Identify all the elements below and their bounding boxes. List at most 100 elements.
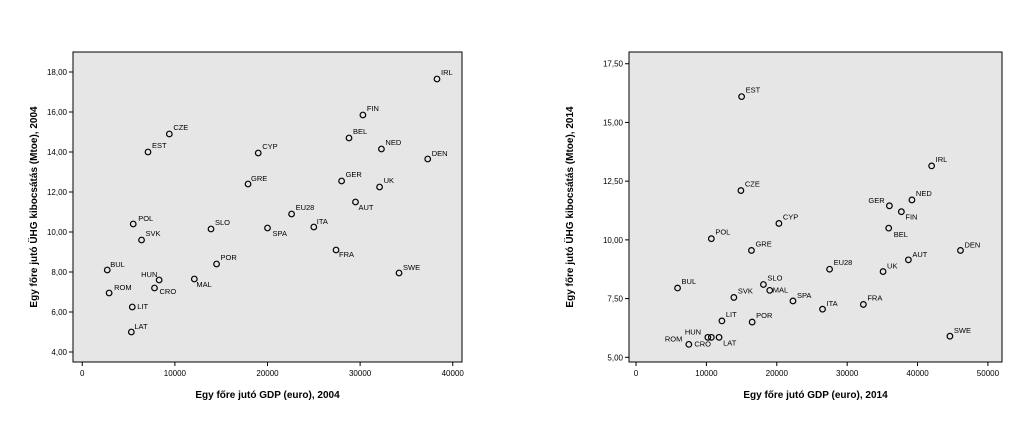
point-label-eu28: EU28 — [296, 203, 315, 212]
data-point-spa — [264, 224, 271, 232]
point-label-mal: MAL — [196, 280, 211, 289]
data-point-mal — [766, 286, 774, 294]
y-tick-label: 10,00 — [47, 228, 68, 237]
y-tick-label: 10,00 — [603, 236, 624, 245]
data-point-bel — [345, 134, 353, 142]
point-label-cro: CRO — [160, 287, 177, 296]
point-label-irl: IRL — [936, 155, 948, 164]
point-label-hun: HUN — [141, 270, 157, 279]
data-point-ita — [819, 305, 826, 313]
point-label-rom: ROM — [114, 283, 132, 292]
point-label-por: POR — [221, 253, 238, 262]
scatter-chart-2004: 0 10000 20000 30000 40000 4,00 6,00 8,00 10,00 12… — [27, 51, 465, 401]
point-label-bel: BEL — [353, 127, 367, 136]
data-point-slo — [760, 281, 767, 288]
y-tick-label: 15,00 — [603, 118, 624, 127]
x-tick-label: 50000 — [977, 369, 1000, 378]
data-point-por — [748, 318, 756, 326]
point-label-den: DEN — [432, 149, 448, 158]
point-label-uk: UK — [384, 176, 394, 185]
data-point-ita — [310, 223, 318, 231]
x-tick-label: 30000 — [349, 369, 372, 378]
point-label-lit: LIT — [137, 302, 148, 311]
point-label-slo: SLO — [767, 274, 782, 283]
point-label-bul: BUL — [110, 260, 125, 269]
data-point-gre — [748, 247, 755, 254]
data-point-cro — [707, 333, 715, 341]
data-point-rom — [685, 340, 693, 348]
point-label-lit: LIT — [726, 310, 737, 319]
point-label-slo: SLO — [215, 218, 230, 227]
y-axis-title: Egy főre jutó ÜHG kibocsátás (Mtoe), 201… — [563, 106, 576, 308]
plot-area — [72, 51, 463, 363]
point-label-aut: AUT — [358, 203, 373, 212]
data-point-bel — [885, 224, 893, 232]
data-point-fra — [859, 301, 867, 308]
data-point-lit — [718, 317, 726, 325]
data-point-aut — [904, 256, 912, 264]
point-label-ger: GER — [868, 196, 885, 205]
point-label-ita: ITA — [317, 217, 328, 226]
data-point-lit — [128, 303, 136, 311]
data-point-est — [144, 148, 152, 156]
x-tick-label: 10000 — [695, 369, 718, 378]
y-tick-label: 4,00 — [51, 348, 67, 357]
plot-area — [628, 51, 1003, 363]
data-point-lat — [127, 328, 135, 336]
point-label-cze: CZE — [745, 180, 760, 189]
data-point-irl — [928, 162, 936, 170]
data-point-swe — [946, 332, 954, 340]
data-point-pol — [707, 235, 715, 243]
y-tick-label: 14,00 — [47, 148, 68, 157]
point-label-bul: BUL — [682, 277, 697, 286]
data-point-svk — [730, 294, 738, 301]
point-label-spa: SPA — [273, 229, 287, 238]
point-label-svk: SVK — [146, 229, 161, 238]
point-label-lat: LAT — [134, 322, 148, 331]
scatter-chart-2014: 0 10000 20000 30000 40000 50000 5,00 7,50 10,00 1… — [563, 51, 1003, 401]
y-tick-label: 12,00 — [47, 188, 68, 197]
y-tick-label: 7,50 — [607, 295, 623, 304]
point-label-pol: POL — [138, 214, 153, 223]
point-label-eu28: EU28 — [834, 258, 853, 267]
point-label-spa: SPA — [797, 291, 811, 300]
data-point-est — [738, 93, 746, 101]
data-point-uk — [376, 183, 383, 191]
data-point-ger — [338, 177, 345, 185]
y-tick-label: 18,00 — [47, 68, 68, 77]
y-axis-title: Egy főre jutó ÜHG kibocsátás (Mtoe), 200… — [27, 106, 40, 308]
point-label-rom: ROM — [665, 334, 683, 343]
data-point-rom — [105, 289, 113, 297]
data-point-bul — [103, 266, 111, 274]
data-point-ned — [378, 145, 385, 153]
x-axis-title: Egy főre jutó GDP (euro), 2004 — [195, 390, 340, 401]
data-point-cro — [151, 284, 158, 292]
data-point-fin — [359, 111, 367, 119]
data-point-den — [424, 155, 432, 163]
data-point-por — [213, 260, 220, 268]
x-tick-label: 40000 — [442, 369, 465, 378]
x-tick-label: 20000 — [256, 369, 279, 378]
data-point-slo — [207, 225, 215, 233]
point-label-lat: LAT — [723, 338, 737, 347]
point-label-uk: UK — [887, 262, 897, 271]
point-label-fra: FRA — [867, 293, 882, 302]
point-label-bel: BEL — [894, 230, 908, 239]
point-label-svk: SVK — [738, 286, 753, 295]
data-point-lat — [715, 333, 723, 341]
data-point-swe — [395, 269, 403, 277]
data-point-cze — [737, 187, 745, 194]
chart-2014: 0 10000 20000 30000 40000 50000 5,00 7,50 10,00 1… — [520, 0, 1020, 428]
data-point-cyp — [254, 149, 262, 157]
y-tick-label: 5,00 — [607, 353, 623, 362]
x-tick-label: 30000 — [836, 369, 859, 378]
x-tick-label: 20000 — [766, 369, 789, 378]
data-point-svk — [138, 236, 145, 244]
x-tick-label: 0 — [634, 369, 639, 378]
y-tick-label: 8,00 — [51, 268, 67, 277]
point-label-por: POR — [756, 311, 773, 320]
data-point-bul — [674, 284, 681, 292]
point-label-cro: CRO — [694, 339, 711, 348]
x-tick-label: 40000 — [906, 369, 929, 378]
point-label-gre: GRE — [755, 239, 771, 248]
